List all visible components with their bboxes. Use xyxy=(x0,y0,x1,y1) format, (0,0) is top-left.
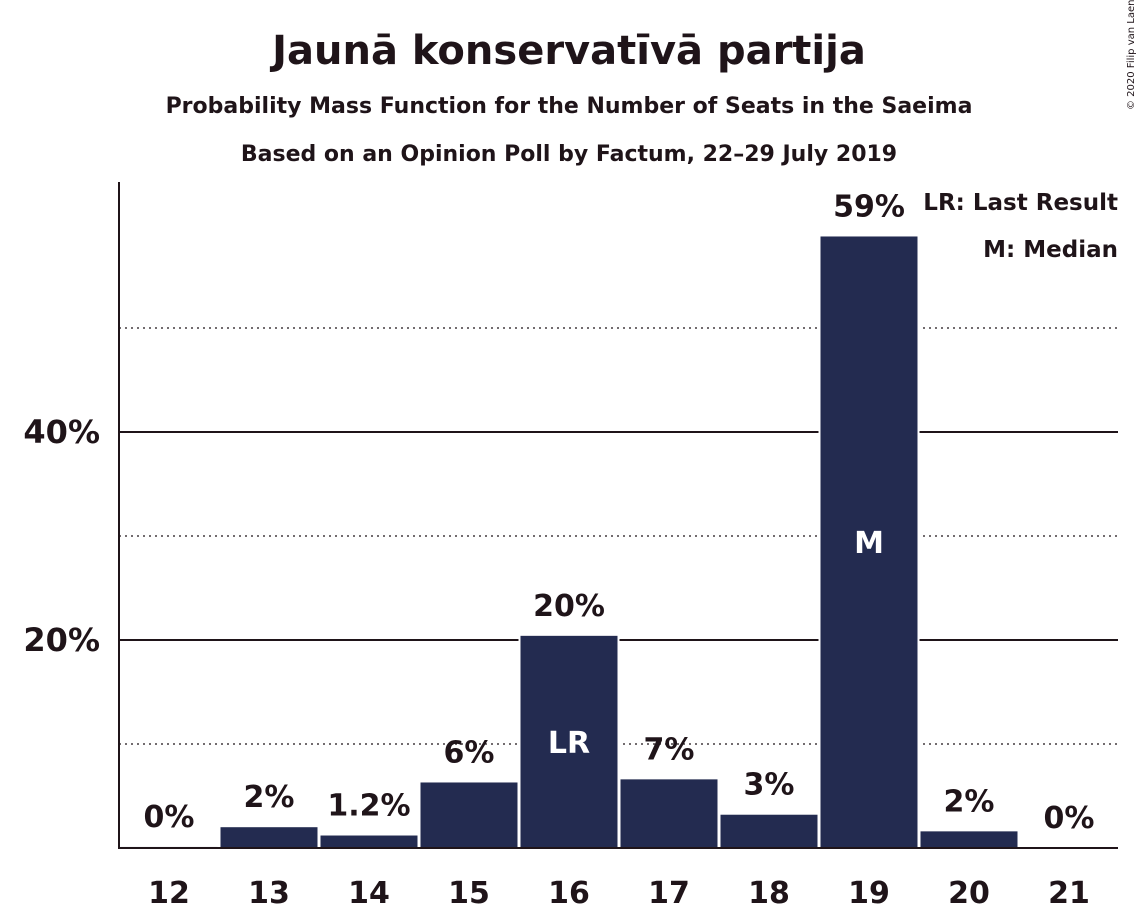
bars xyxy=(118,234,1020,849)
bar xyxy=(320,835,418,848)
data-label: 2% xyxy=(244,780,295,815)
data-label: 7% xyxy=(644,732,695,767)
bar xyxy=(520,635,618,848)
x-tick-label: 14 xyxy=(348,876,390,911)
x-tick-label: 12 xyxy=(148,876,190,911)
bar xyxy=(920,831,1018,848)
axes: 20% 40% 12 13 14 15 16 17 18 19 20 21 xyxy=(23,182,1118,911)
copyright-note: © 2020 Filip van Laenen xyxy=(1126,0,1137,110)
bar xyxy=(720,814,818,848)
chart-source-line: Based on an Opinion Poll by Factum, 22–2… xyxy=(241,142,897,167)
data-label: 2% xyxy=(944,784,995,819)
bar-marker: M xyxy=(854,526,884,561)
x-tick-label: 19 xyxy=(848,876,890,911)
bar-gap xyxy=(118,844,220,848)
data-label: 3% xyxy=(744,768,795,803)
data-label: 1.2% xyxy=(327,789,410,824)
legend-last-result: LR: Last Result xyxy=(923,190,1118,216)
x-tick-label: 17 xyxy=(648,876,690,911)
y-tick-label: 20% xyxy=(23,621,100,659)
bar xyxy=(620,779,718,848)
x-tick-label: 20 xyxy=(948,876,990,911)
chart-title: Jaunā konservatīvā partija xyxy=(269,28,866,74)
data-label: 6% xyxy=(444,735,495,770)
bar xyxy=(820,236,918,849)
x-tick-label: 21 xyxy=(1048,876,1090,911)
x-tick-label: 18 xyxy=(748,876,790,911)
data-label: 0% xyxy=(1044,801,1095,836)
x-tick-label: 13 xyxy=(248,876,290,911)
bar xyxy=(420,782,518,848)
data-label: 20% xyxy=(533,589,605,624)
chart-subtitle: Probability Mass Function for the Number… xyxy=(166,94,973,119)
data-label: 0% xyxy=(144,800,195,835)
bar-marker: LR xyxy=(548,726,590,761)
y-tick-label: 40% xyxy=(23,413,100,451)
x-tick-label: 16 xyxy=(548,876,590,911)
data-label: 59% xyxy=(833,189,905,224)
legend-median: M: Median xyxy=(983,237,1118,263)
data-labels: 0% 2% 1.2% 6% 20% LR 7% 3% 59% M 2% 0% xyxy=(144,189,1095,836)
bar xyxy=(220,827,318,848)
x-tick-label: 15 xyxy=(448,876,490,911)
